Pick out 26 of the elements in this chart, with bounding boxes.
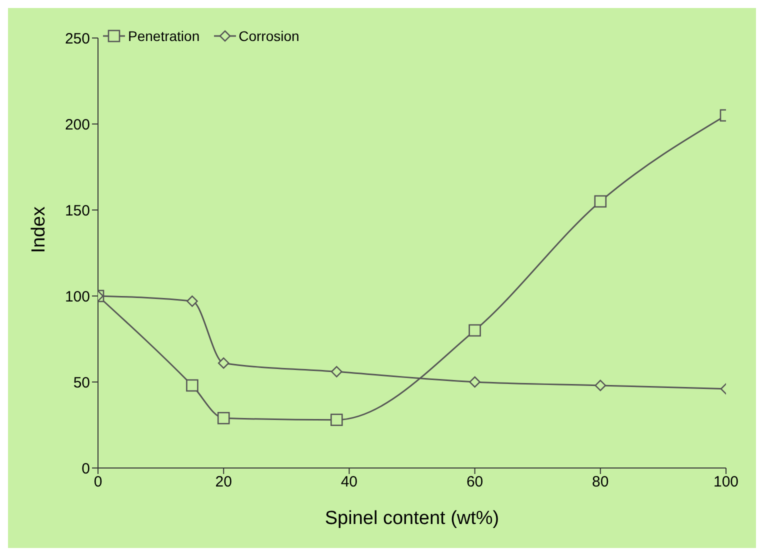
- point: [469, 376, 480, 388]
- y-axis-title: Index: [28, 206, 50, 253]
- y-tick-label: 250: [64, 30, 90, 48]
- x-tick-label: 80: [592, 474, 609, 491]
- point: [186, 379, 198, 392]
- y-tick-label: 100: [64, 288, 90, 306]
- point: [330, 414, 343, 426]
- x-tick-label: 0: [94, 474, 102, 491]
- x-axis-title: Spinel content (wt%): [324, 508, 500, 529]
- x-tick-label: 60: [466, 474, 484, 491]
- y-tick-label: 200: [64, 116, 90, 134]
- legend-label: Corrosion: [238, 28, 300, 44]
- x-tick-label: 100: [713, 474, 739, 491]
- point: [330, 366, 342, 378]
- point: [217, 412, 230, 424]
- point: [218, 357, 230, 369]
- point: [468, 324, 481, 337]
- y-tick-label: 50: [73, 374, 90, 392]
- legend-label: Penetration: [128, 28, 200, 44]
- y-tick-label: 150: [64, 202, 90, 220]
- y-tick-label: 0: [82, 460, 90, 478]
- x-tick-label: 20: [215, 474, 232, 491]
- point: [594, 380, 606, 392]
- x-tick-label: 40: [340, 474, 358, 491]
- point: [186, 296, 198, 307]
- point: [594, 195, 607, 208]
